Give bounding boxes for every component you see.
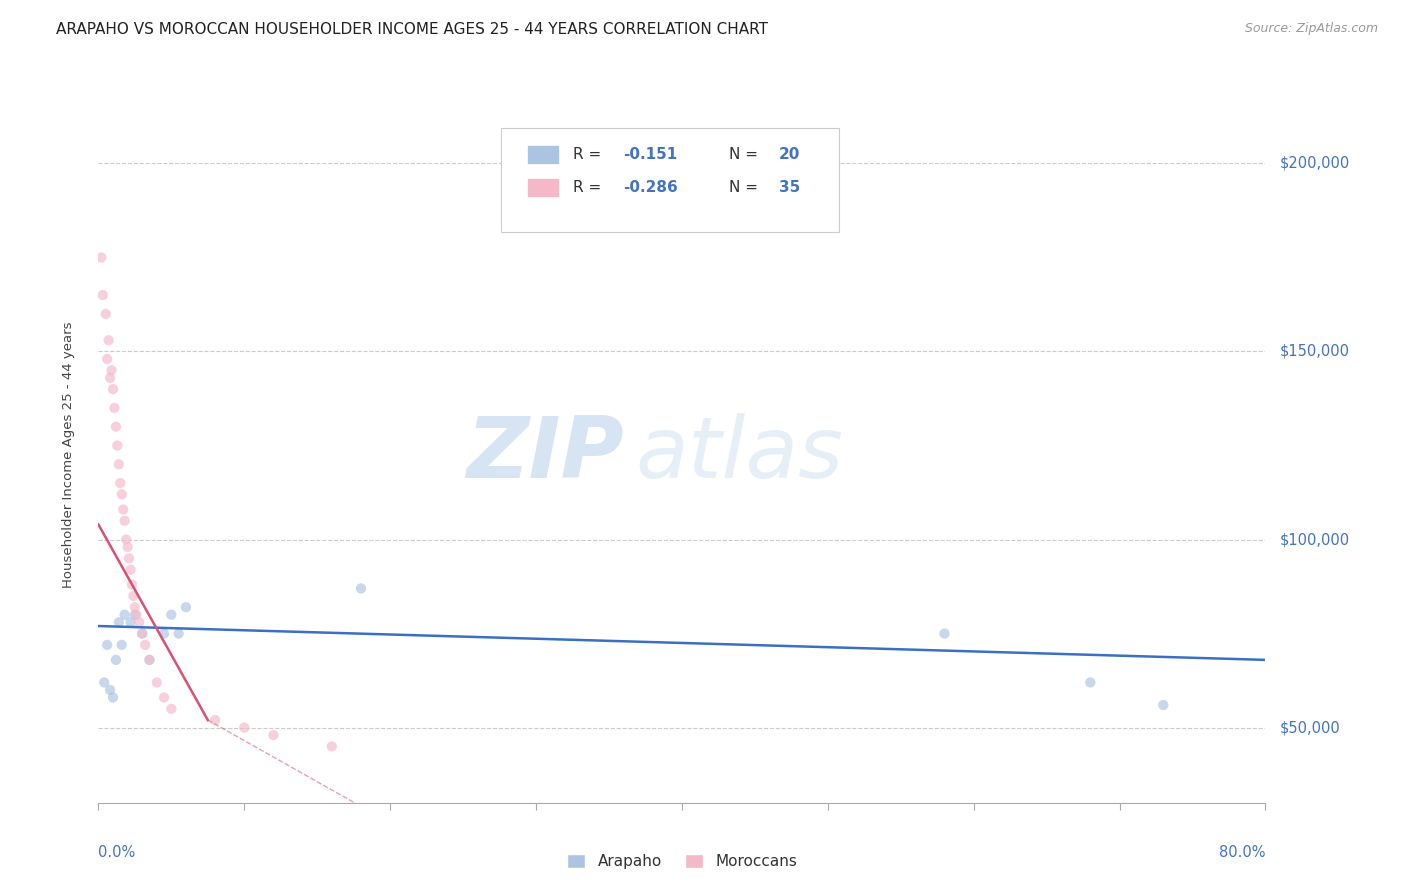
Point: [94, 307, 117, 321]
Text: $200,000: $200,000: [1279, 156, 1350, 171]
Point: [111, 638, 134, 652]
Point: [153, 690, 176, 705]
Point: [262, 728, 284, 742]
Point: [115, 533, 138, 547]
Point: [120, 615, 142, 630]
Point: [131, 626, 153, 640]
Point: [321, 739, 343, 754]
Text: N =: N =: [728, 180, 762, 195]
Point: [233, 721, 256, 735]
Point: [101, 382, 124, 396]
Text: $150,000: $150,000: [1279, 344, 1350, 359]
Point: [111, 487, 134, 501]
Text: 35: 35: [779, 180, 800, 195]
Point: [100, 363, 122, 377]
Text: R =: R =: [574, 180, 606, 195]
Text: -0.151: -0.151: [623, 147, 678, 161]
Point: [110, 476, 132, 491]
Text: N =: N =: [728, 147, 762, 161]
Point: [122, 589, 145, 603]
Point: [114, 514, 136, 528]
Point: [124, 600, 146, 615]
Point: [103, 401, 125, 415]
Text: 20: 20: [779, 147, 800, 161]
FancyBboxPatch shape: [501, 128, 839, 232]
Point: [101, 690, 124, 705]
Point: [112, 502, 135, 516]
Point: [160, 702, 183, 716]
Point: [105, 438, 128, 452]
Point: [98, 371, 121, 385]
Point: [117, 540, 139, 554]
Point: [138, 653, 160, 667]
Point: [108, 615, 131, 630]
Point: [120, 563, 142, 577]
Text: atlas: atlas: [636, 413, 844, 497]
Point: [128, 615, 150, 630]
Text: -0.286: -0.286: [623, 180, 678, 195]
Point: [104, 653, 127, 667]
Point: [134, 638, 156, 652]
Text: Source: ZipAtlas.com: Source: ZipAtlas.com: [1244, 22, 1378, 36]
Point: [114, 607, 136, 622]
Point: [108, 458, 131, 472]
Text: ZIP: ZIP: [465, 413, 623, 497]
Point: [167, 626, 190, 640]
Point: [174, 600, 197, 615]
Text: 0.0%: 0.0%: [98, 845, 135, 860]
Point: [146, 675, 169, 690]
Point: [96, 638, 118, 652]
Point: [96, 351, 118, 366]
Legend: Arapaho, Moroccans: Arapaho, Moroccans: [561, 848, 803, 875]
Point: [160, 607, 183, 622]
FancyBboxPatch shape: [527, 178, 560, 197]
Text: R =: R =: [574, 147, 606, 161]
Text: $100,000: $100,000: [1279, 532, 1350, 547]
Text: 80.0%: 80.0%: [1219, 845, 1265, 860]
Point: [121, 577, 143, 591]
Point: [204, 713, 226, 727]
Point: [350, 582, 373, 596]
Point: [125, 607, 148, 622]
Point: [1080, 675, 1102, 690]
Point: [98, 683, 121, 698]
Point: [93, 675, 115, 690]
Point: [153, 626, 176, 640]
Point: [124, 607, 146, 622]
Point: [118, 551, 141, 566]
Point: [1152, 698, 1174, 712]
Text: $50,000: $50,000: [1279, 720, 1340, 735]
Text: ARAPAHO VS MOROCCAN HOUSEHOLDER INCOME AGES 25 - 44 YEARS CORRELATION CHART: ARAPAHO VS MOROCCAN HOUSEHOLDER INCOME A…: [56, 22, 768, 37]
FancyBboxPatch shape: [527, 145, 560, 164]
Point: [97, 333, 120, 347]
Point: [90, 251, 112, 265]
Point: [104, 419, 127, 434]
Point: [934, 626, 956, 640]
Point: [91, 288, 114, 302]
Y-axis label: Householder Income Ages 25 - 44 years: Householder Income Ages 25 - 44 years: [62, 322, 75, 588]
Point: [131, 626, 153, 640]
Point: [138, 653, 160, 667]
